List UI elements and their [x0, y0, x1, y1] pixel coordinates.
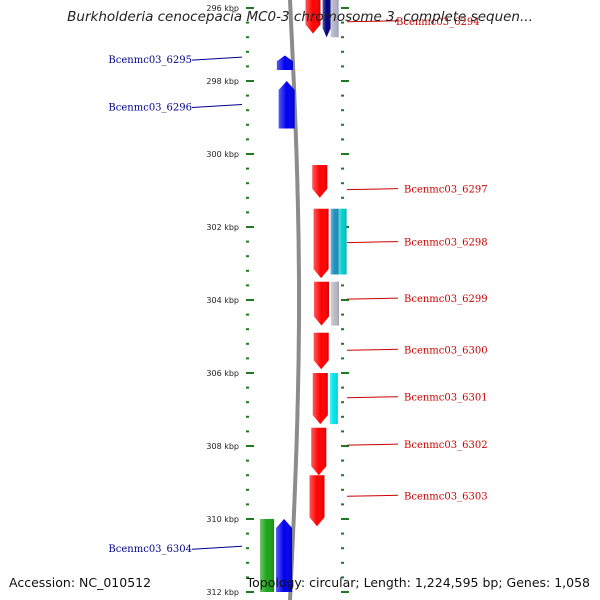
gene-feature-shade [305, 0, 321, 34]
gene-feature-shade [314, 281, 329, 326]
genes-layer [260, 0, 347, 592]
gene-label[interactable]: Bcenmc03_6303 [404, 491, 488, 502]
gene-label[interactable]: Bcenmc03_6302 [404, 440, 488, 451]
gene-label[interactable]: Bcenmc03_6300 [404, 345, 488, 356]
summary-text: Topology: circular; Length: 1,224,595 bp… [246, 575, 590, 590]
gene-feature-shade [276, 55, 293, 70]
label-leader [346, 494, 399, 497]
gene-feature-shade [313, 332, 329, 370]
labels-layer: Bcenmc03_6294 Bcenmc03_6295 Bcenmc03_6296 B… [108, 17, 487, 555]
map-title: Burkholderia cenocepacia MC0-3 chromosom… [67, 9, 533, 25]
scale-label: 302 kbp [206, 223, 239, 232]
scale-label: 312 kbp [206, 588, 239, 597]
gene-feature-shade [330, 0, 339, 38]
label-leader [191, 56, 243, 61]
scale-label: 306 kbp [206, 369, 239, 378]
gene-feature-shade [331, 281, 339, 326]
gene-label[interactable]: Bcenmc03_6299 [404, 294, 488, 305]
accession-text: Accession: NC_010512 [9, 575, 152, 590]
gene-feature-shade [313, 208, 329, 279]
gene-feature-shade [312, 165, 328, 198]
label-leader [346, 188, 399, 191]
gene-label[interactable]: Bcenmc03_6298 [404, 238, 488, 249]
gene-feature-shade [276, 519, 293, 592]
gene-feature-shade [309, 475, 325, 527]
gene-feature-shade [330, 208, 339, 275]
scale-ticks: 296 kbp 298 kbp 300 kbp 302 kbp 304 kbp 306 k… [206, 4, 349, 597]
gene-label[interactable]: Bcenmc03_6294 [396, 17, 480, 28]
gene-feature-shade [322, 0, 331, 38]
gene-feature-shade [312, 373, 328, 425]
label-leader [346, 348, 399, 351]
gene-label[interactable]: Bcenmc03_6297 [404, 185, 488, 196]
gene-feature-shade [260, 519, 275, 592]
scale-label: 310 kbp [206, 515, 239, 524]
label-leader [346, 297, 399, 300]
label-leader [346, 443, 399, 446]
label-leader [191, 104, 243, 109]
gene-feature-shade [278, 81, 295, 129]
label-leader [346, 396, 399, 399]
scale-label: 308 kbp [206, 442, 239, 451]
gene-label[interactable]: Bcenmc03_6301 [404, 393, 488, 404]
gene-label[interactable]: Bcenmc03_6296 [108, 103, 192, 114]
scale-label: 300 kbp [206, 150, 239, 159]
label-leader [346, 241, 399, 244]
scale-label: 298 kbp [206, 77, 239, 86]
gene-feature-shade [329, 373, 338, 425]
label-leader [346, 20, 399, 23]
gene-feature-shade [338, 208, 347, 275]
gene-label[interactable]: Bcenmc03_6295 [108, 55, 192, 66]
scale-label: 296 kbp [206, 4, 239, 13]
gene-label[interactable]: Bcenmc03_6304 [108, 544, 192, 555]
label-leader [191, 545, 243, 550]
scale-label: 304 kbp [206, 296, 239, 305]
gene-feature-shade [311, 427, 327, 476]
